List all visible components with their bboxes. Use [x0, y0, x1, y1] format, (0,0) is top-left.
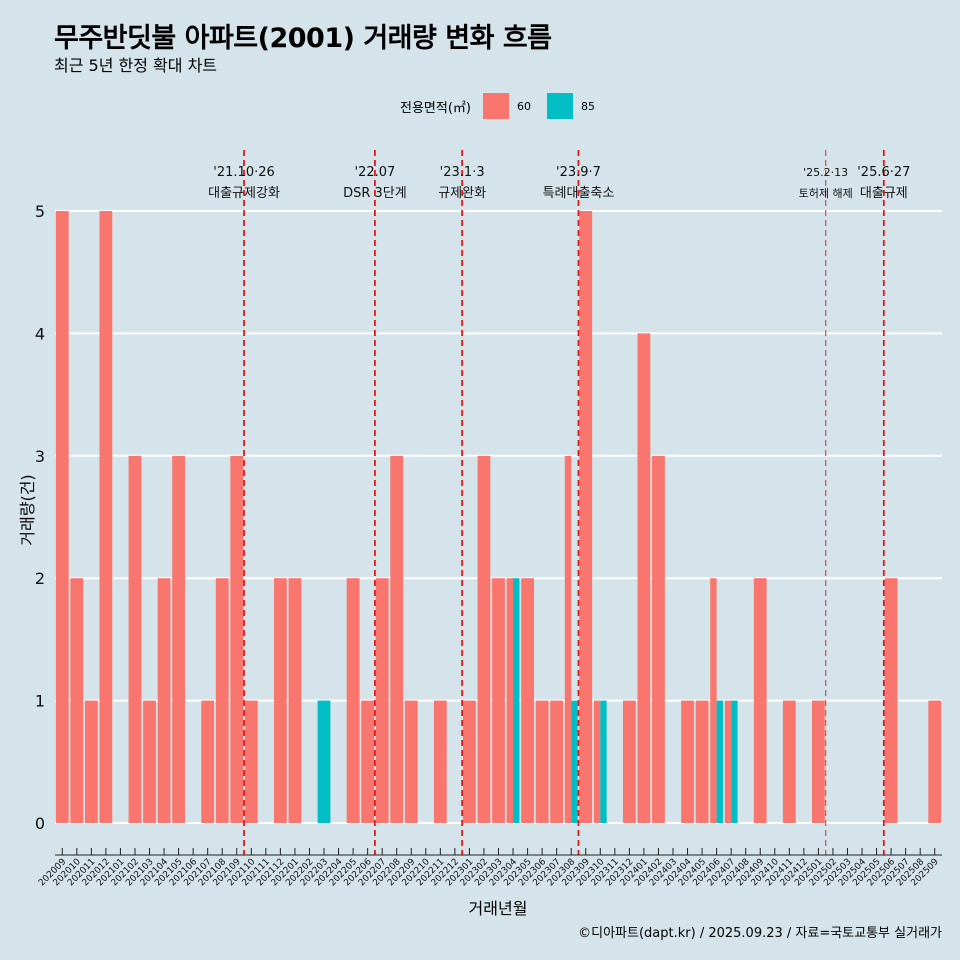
bar-202302-60	[477, 455, 491, 823]
event-label-202110: 대출규제강화	[208, 186, 280, 201]
bar-202309-60	[579, 211, 593, 823]
y-tick-label: 3	[35, 447, 45, 466]
legend-swatch-85	[546, 93, 573, 119]
bar-202307-60	[550, 700, 564, 823]
bar-202203-85	[317, 700, 331, 823]
legend: 전용면적(㎡) 60 85	[400, 92, 603, 120]
x-axis-title: 거래년월	[469, 899, 528, 918]
y-tick-label: 0	[35, 814, 45, 833]
bar-202103-60	[143, 700, 156, 823]
bar-202411-60	[782, 700, 796, 823]
legend-label-60: 60	[516, 99, 531, 113]
bar-202207-60	[375, 578, 389, 823]
bar-202405-60	[695, 700, 709, 823]
bar-202310-85	[600, 700, 607, 823]
bar-202509-60	[928, 700, 942, 823]
bar-202301-60	[463, 700, 476, 823]
bar-202407-85	[731, 700, 738, 823]
bar-202104-60	[157, 578, 171, 823]
event-date-202309: '23.9·7	[556, 165, 601, 180]
bar-202205-60	[346, 578, 360, 823]
event-date-202110: '21.10·26	[213, 165, 274, 180]
bar-202406-60	[710, 578, 717, 823]
bar-202407-60	[724, 700, 732, 823]
axes: 0123452020092020102020112020122021012021…	[35, 202, 942, 888]
y-tick-label: 2	[35, 569, 45, 588]
bar-202401-60	[637, 333, 651, 823]
bar-202304-85	[513, 578, 520, 823]
event-label-202301: 규제완화	[438, 186, 486, 201]
legend-label-85: 85	[580, 99, 595, 113]
y-axis-title: 거래량(건)	[18, 474, 37, 545]
bar-202308-60	[564, 455, 572, 823]
chart-subtitle: 최근 5년 한정 확대 차트	[54, 56, 218, 75]
event-label-202309: 특례대출축소	[543, 186, 615, 201]
bar-202009-60	[55, 211, 69, 823]
bar-202506-60	[884, 578, 898, 823]
bar-202109-60	[230, 455, 244, 823]
bar-202112-60	[273, 578, 287, 823]
legend-item-85: 85	[546, 93, 603, 119]
bar-202312-60	[622, 700, 636, 823]
bar-202406-85	[716, 700, 724, 823]
bar-202201-60	[288, 578, 302, 823]
bar-202303-60	[492, 578, 505, 823]
bar-202012-60	[99, 211, 113, 823]
bar-202209-60	[404, 700, 418, 823]
bar-202107-60	[201, 700, 215, 823]
bar-202308-85	[571, 700, 578, 823]
event-date-202207: '22.07	[355, 165, 396, 180]
bar-202206-60	[361, 700, 375, 823]
bar-202102-60	[128, 455, 142, 823]
source-credit: ©디아파트(dapt.kr) / 2025.09.23 / 자료=국토교통부 실…	[578, 926, 942, 941]
bar-202010-60	[70, 578, 84, 823]
legend-title: 전용면적(㎡)	[400, 100, 471, 116]
event-label-202502: 토허제 해제	[799, 186, 853, 200]
event-annotations: '21.10·26 대출규제강화 '22.07 DSR 3단계 '23.1·3 규제완화 '…	[208, 150, 910, 855]
event-label-202506: 대출규제	[860, 186, 908, 201]
bar-202110-60	[244, 700, 258, 823]
event-date-202502: '25.2·13	[803, 166, 848, 179]
event-date-202301: '23.1·3	[440, 165, 485, 180]
event-date-202506: '25.6·27	[857, 165, 910, 180]
chart-title: 무주반딧불 아파트(2001) 거래량 변화 흐름	[54, 23, 552, 54]
y-tick-label: 4	[35, 324, 45, 343]
bar-202011-60	[84, 700, 98, 823]
bar-202404-60	[681, 700, 694, 823]
bar-202310-60	[593, 700, 601, 823]
bar-202501-60	[812, 700, 825, 823]
bar-202208-60	[390, 455, 404, 823]
event-label-202207: DSR 3단계	[343, 186, 407, 201]
bars	[55, 211, 942, 823]
legend-item-60: 60	[482, 93, 539, 119]
bar-202306-60	[535, 700, 549, 823]
bar-202304-60	[506, 578, 514, 823]
bar-202305-60	[521, 578, 534, 823]
y-tick-label: 5	[35, 202, 45, 221]
bar-202409-60	[753, 578, 767, 823]
bar-202108-60	[215, 578, 229, 823]
legend-swatch-60	[482, 93, 509, 119]
y-tick-label: 1	[35, 692, 45, 711]
bar-202211-60	[433, 700, 447, 823]
bar-202105-60	[172, 455, 185, 823]
bar-202402-60	[652, 455, 665, 823]
